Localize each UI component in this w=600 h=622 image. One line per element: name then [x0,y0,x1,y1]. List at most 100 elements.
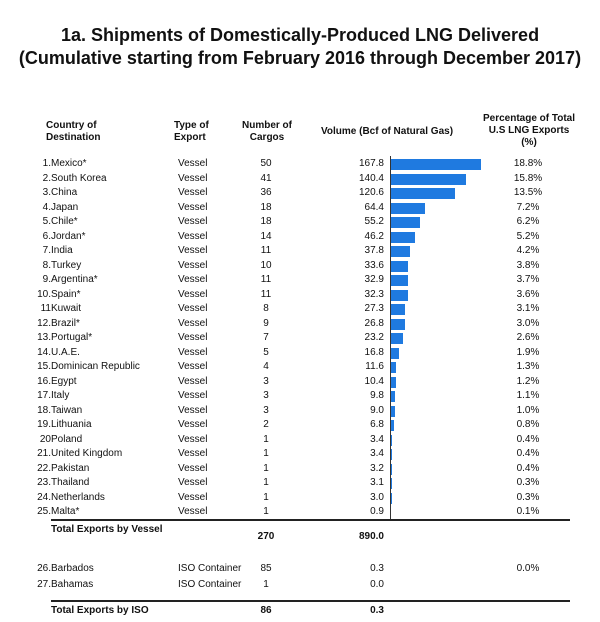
row-number: 10. [37,288,51,300]
cargo-count: 1 [263,506,269,517]
percent-label: 15.8% [513,172,543,184]
percent-label: 6.2% [516,216,540,227]
table-row: 14. U.A.E. Vessel 5 16.8 1.9% [0,346,600,361]
table-row: 18. Taiwan Vessel 3 9.0 1.0% [0,404,600,419]
table-row: 26. Barbados ISO Container 85 0.3 0.0% [0,562,600,577]
percent-label: 1.0% [516,404,540,416]
table-row: 10. Spain* Vessel 11 32.3 3.6% [0,288,600,303]
percent-label: 3.8% [516,259,540,271]
row-number: 26. [37,563,51,574]
volume-label: 3.0 [370,491,384,503]
table-row: 25. Malta* Vessel 1 0.9 0.1% [0,505,600,520]
cargo-count: 8 [263,303,269,314]
export-type: Vessel [178,230,208,242]
row-number: 15. [37,361,51,372]
country-label: Egypt [51,375,77,387]
volume-label: 37.8 [364,245,384,256]
country-label: Italy [51,390,70,401]
volume-bar [390,260,409,272]
cargo-count: 85 [260,563,272,574]
volume-bar [390,405,395,417]
cargo-count: 4 [263,361,269,372]
volume-label: 0.0 [370,579,384,590]
volume-label: 3.4 [370,433,384,445]
row-number: 21. [37,448,51,459]
table-row: 19. Lithuania Vessel 2 6.8 0.8% [0,418,600,433]
total-iso-label: Total Exports by ISO [51,605,149,616]
volume-label: 9.8 [370,390,384,401]
volume-label: 33.6 [364,259,384,271]
export-type: Vessel [178,201,208,213]
export-type: Vessel [178,259,208,271]
country-label: Lithuania [51,419,92,430]
percent-label: 1.9% [516,346,540,358]
row-number: 20 [39,433,51,445]
cargo-count: 18 [260,216,272,227]
table-row: 11 Kuwait Vessel 8 27.3 3.1% [0,302,600,317]
export-type: Vessel [178,288,208,300]
export-type: ISO Container [178,563,242,574]
export-type: Vessel [178,390,208,401]
cargo-count: 50 [260,158,272,169]
country-label: Brazil* [51,317,80,329]
export-type: Vessel [178,245,208,256]
percent-label: 3.7% [516,274,540,285]
table-row: 1. Mexico* Vessel 50 167.8 18.8% [0,157,600,172]
volume-label: 0.3 [370,563,384,574]
volume-bar [390,159,481,170]
country-label: Malta* [51,506,80,517]
percent-label: 0.4% [516,448,540,459]
country-label: Jordan* [51,230,86,242]
volume-bar [390,173,467,185]
row-number: 8. [42,259,51,271]
country-label: India [51,245,73,256]
table-row: 2. South Korea Vessel 41 140.4 15.8% [0,172,600,187]
export-type: Vessel [178,506,208,517]
percent-label: 1.2% [516,375,540,387]
row-number: 4. [42,201,51,213]
country-label: Bahamas [51,579,94,590]
table-row: 22. Pakistan Vessel 1 3.2 0.4% [0,462,600,477]
percent-label: 0.8% [516,419,540,430]
total-vessel-label: Total Exports by Vessel [51,524,163,535]
export-type: Vessel [178,274,208,285]
country-label: Barbados [51,563,94,574]
table-row: 24. Netherlands Vessel 1 3.0 0.3% [0,491,600,506]
percent-label: 1.3% [516,361,540,372]
table-row: 7. India Vessel 11 37.8 4.2% [0,244,600,259]
volume-bar [390,188,456,199]
table-row: 23. Thailand Vessel 1 3.1 0.3% [0,476,600,491]
percent-label: 7.2% [516,201,540,213]
country-label: Turkey [51,259,82,271]
volume-label: 46.2 [364,230,384,242]
table-row: 9. Argentina* Vessel 11 32.9 3.7% [0,273,600,288]
country-label: Japan [51,201,79,213]
country-label: South Korea [51,172,107,184]
percent-label: 4.2% [516,245,540,256]
volume-bar [390,362,397,373]
export-type: Vessel [178,419,208,430]
percent-label: 5.2% [516,230,540,242]
cargo-count: 18 [260,201,272,213]
country-label: Argentina* [51,274,98,285]
cargo-count: 36 [260,187,272,198]
cargo-count: 7 [263,332,269,343]
row-number: 19. [37,419,51,430]
export-type: Vessel [178,375,208,387]
export-type: Vessel [178,433,208,445]
row-number: 2. [42,172,51,184]
volume-label: 11.6 [365,361,384,372]
table-row: 12. Brazil* Vessel 9 26.8 3.0% [0,317,600,332]
percent-label: 3.6% [516,288,540,300]
row-number: 12. [37,317,51,329]
total-vessel-cargos: 270 [257,531,275,542]
cargo-count: 1 [263,462,269,474]
export-type: Vessel [178,462,208,474]
table-row: 15. Dominican Republic Vessel 4 11.6 1.3% [0,360,600,375]
total-vessel-row: Total Exports by Vessel 270 890.0 [51,519,570,551]
volume-label: 27.3 [364,303,384,314]
percent-label: 1.1% [516,390,540,401]
row-number: 25. [37,506,51,517]
volume-bar [390,304,405,315]
export-type: Vessel [178,491,208,503]
